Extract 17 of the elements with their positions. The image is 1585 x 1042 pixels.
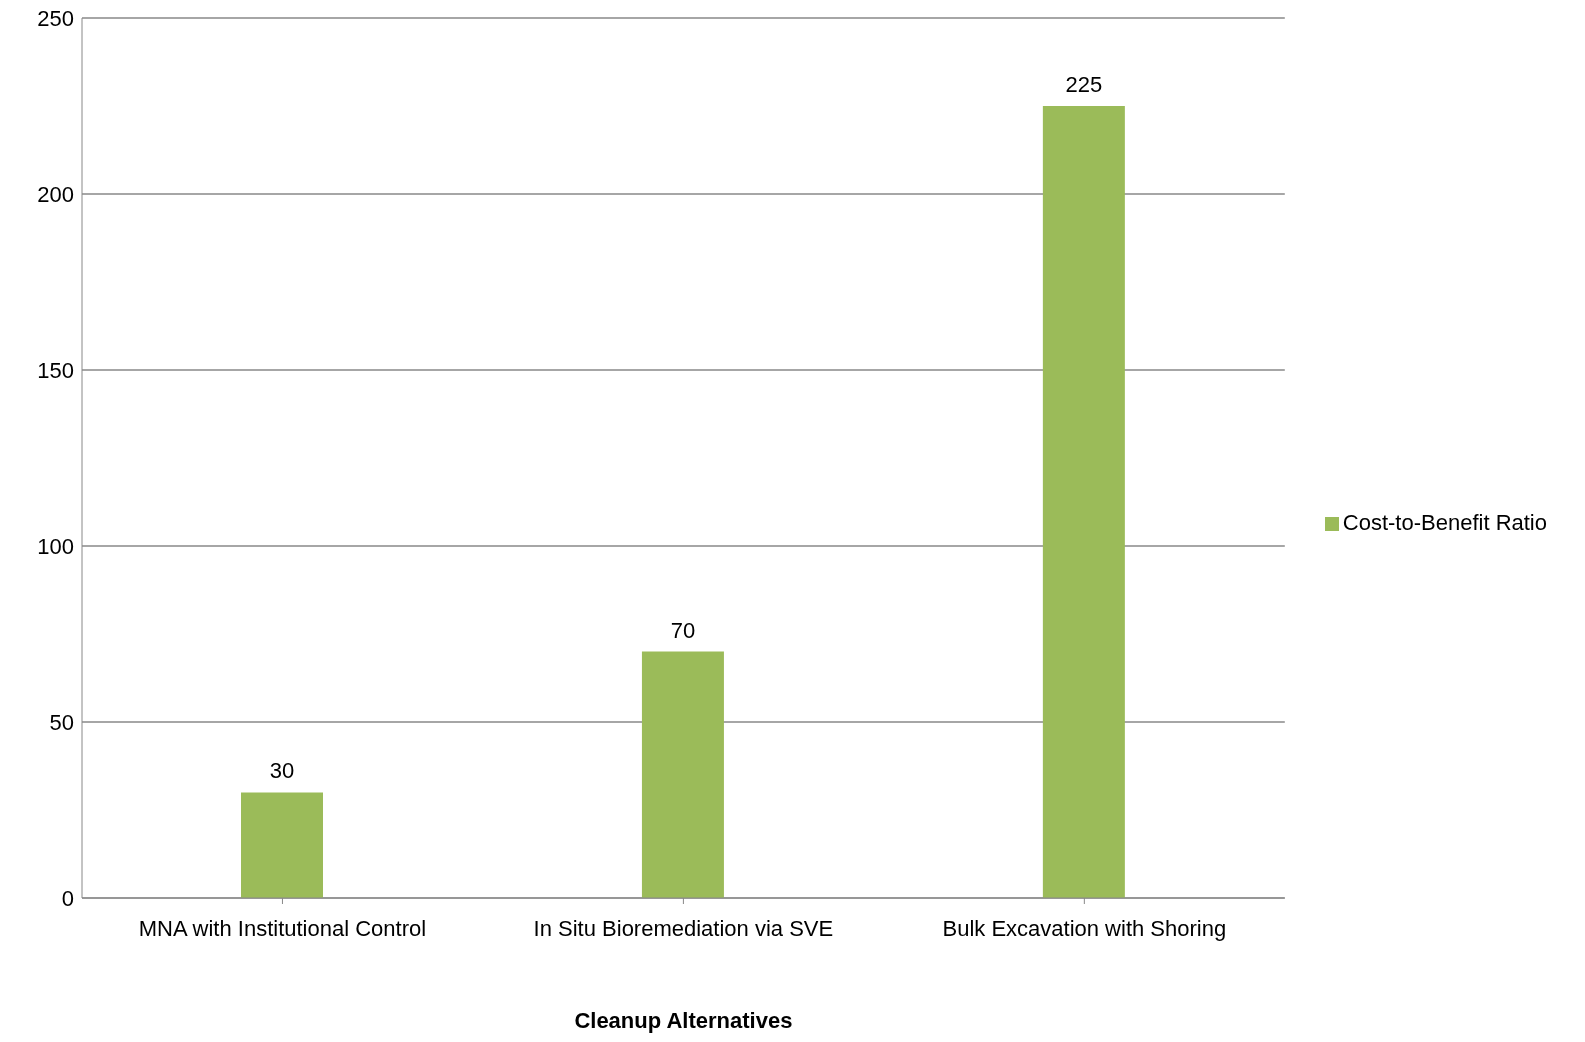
y-tick-label: 200 [37,181,74,207]
x-tick-label: Bulk Excavation with Shoring [942,915,1227,941]
bar [641,651,724,898]
data-label: 225 [1065,72,1103,97]
y-tick-label: 100 [37,533,74,559]
bar [1042,106,1125,898]
x-axis-title: Cleanup Alternatives [574,1008,793,1033]
bar [241,792,323,898]
x-tick-label: MNA with Institutional Control [138,915,427,941]
x-tick-label: In Situ Bioremediation via SVE [533,915,834,941]
y-tick-label: 250 [37,5,74,31]
data-label: 30 [269,758,295,784]
y-tick-label: 50 [49,709,74,735]
y-tick-label: 150 [37,357,74,383]
data-label: 70 [670,617,696,643]
legend-label: Cost-to-Benefit Ratio [1342,510,1547,535]
y-tick-label: 0 [61,885,74,911]
